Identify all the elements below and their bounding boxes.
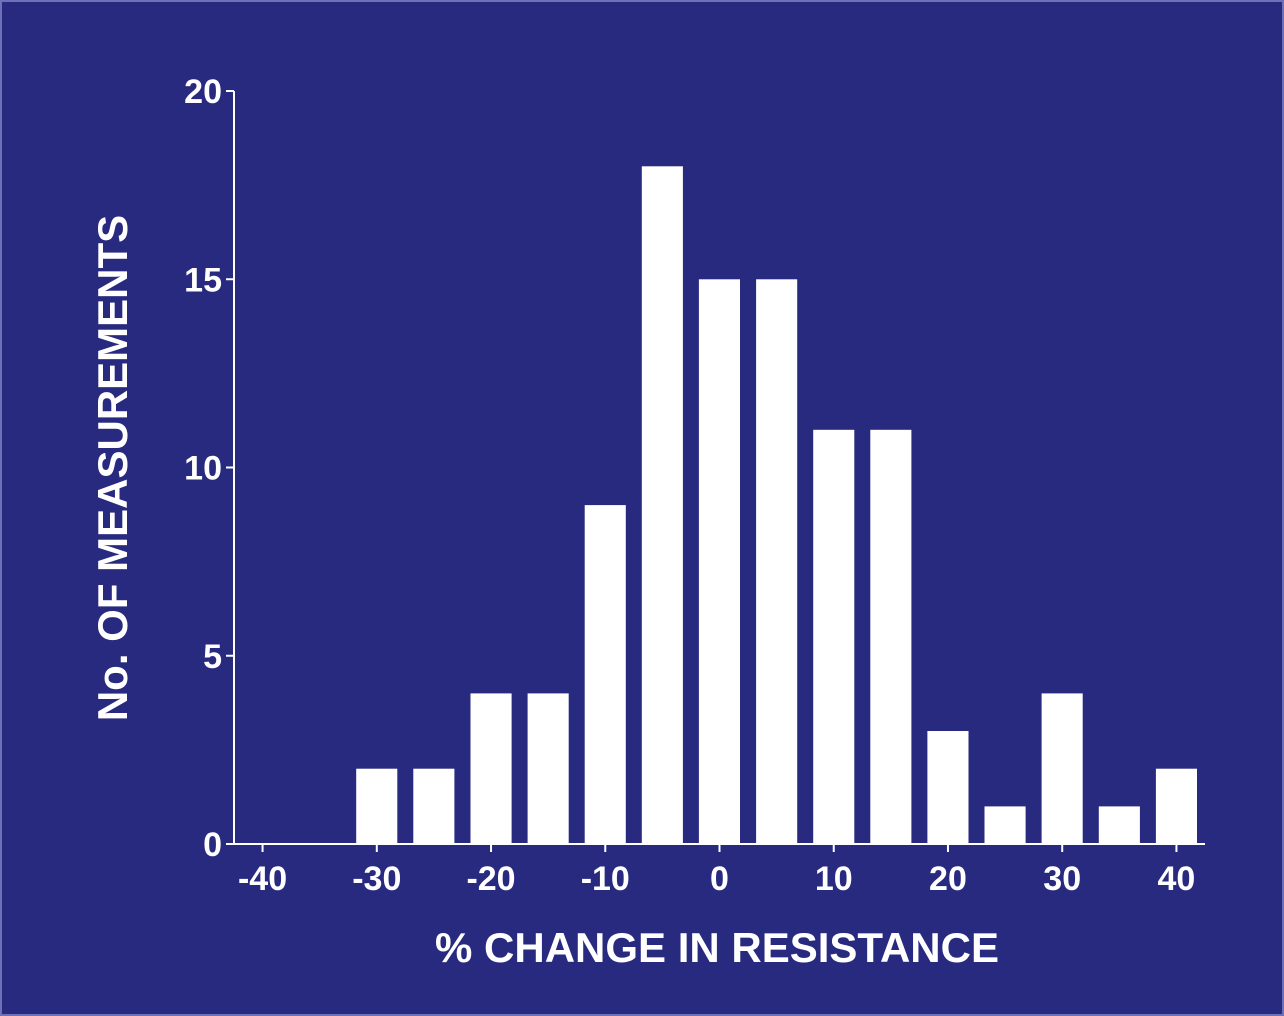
histogram-bar [813,429,855,844]
histogram-bar [870,429,912,844]
histogram-bar [413,768,455,844]
x-tick-label: 20 [929,860,967,898]
histogram-bar [984,806,1026,844]
histogram-bar [927,731,969,844]
ticks-group: 0 5 10 15 20 -40 -30 -20 -10 0 10 20 30 40 [184,73,1195,898]
x-tick-label: 40 [1158,860,1196,898]
x-tick-label: 30 [1043,860,1081,898]
histogram-bar [1155,768,1197,844]
histogram-bar [470,693,512,844]
x-tick-label: -40 [238,860,287,898]
histogram-bar [641,166,683,845]
x-tick-label: -20 [466,860,515,898]
x-tick-label: -30 [352,860,401,898]
histogram-bar [356,768,398,844]
histogram-bar [756,279,798,845]
histogram-bar [527,693,569,844]
y-tick-label: 10 [184,450,222,488]
y-tick-label: 5 [203,638,222,676]
y-axis-title: No. OF MEASUREMENTS [89,215,136,721]
histogram-bar [1098,806,1140,844]
histogram-bar [698,279,740,845]
x-tick-label: -10 [581,860,630,898]
bars-group [356,166,1197,845]
y-tick-label: 20 [184,73,222,111]
x-tick-label: 10 [815,860,853,898]
histogram-bar [584,505,626,844]
histogram-bar [1041,693,1083,844]
y-tick-label: 0 [203,826,222,864]
x-axis-title: % CHANGE IN RESISTANCE [435,924,999,971]
y-tick-label: 15 [184,261,222,299]
x-tick-label: 0 [710,860,729,898]
